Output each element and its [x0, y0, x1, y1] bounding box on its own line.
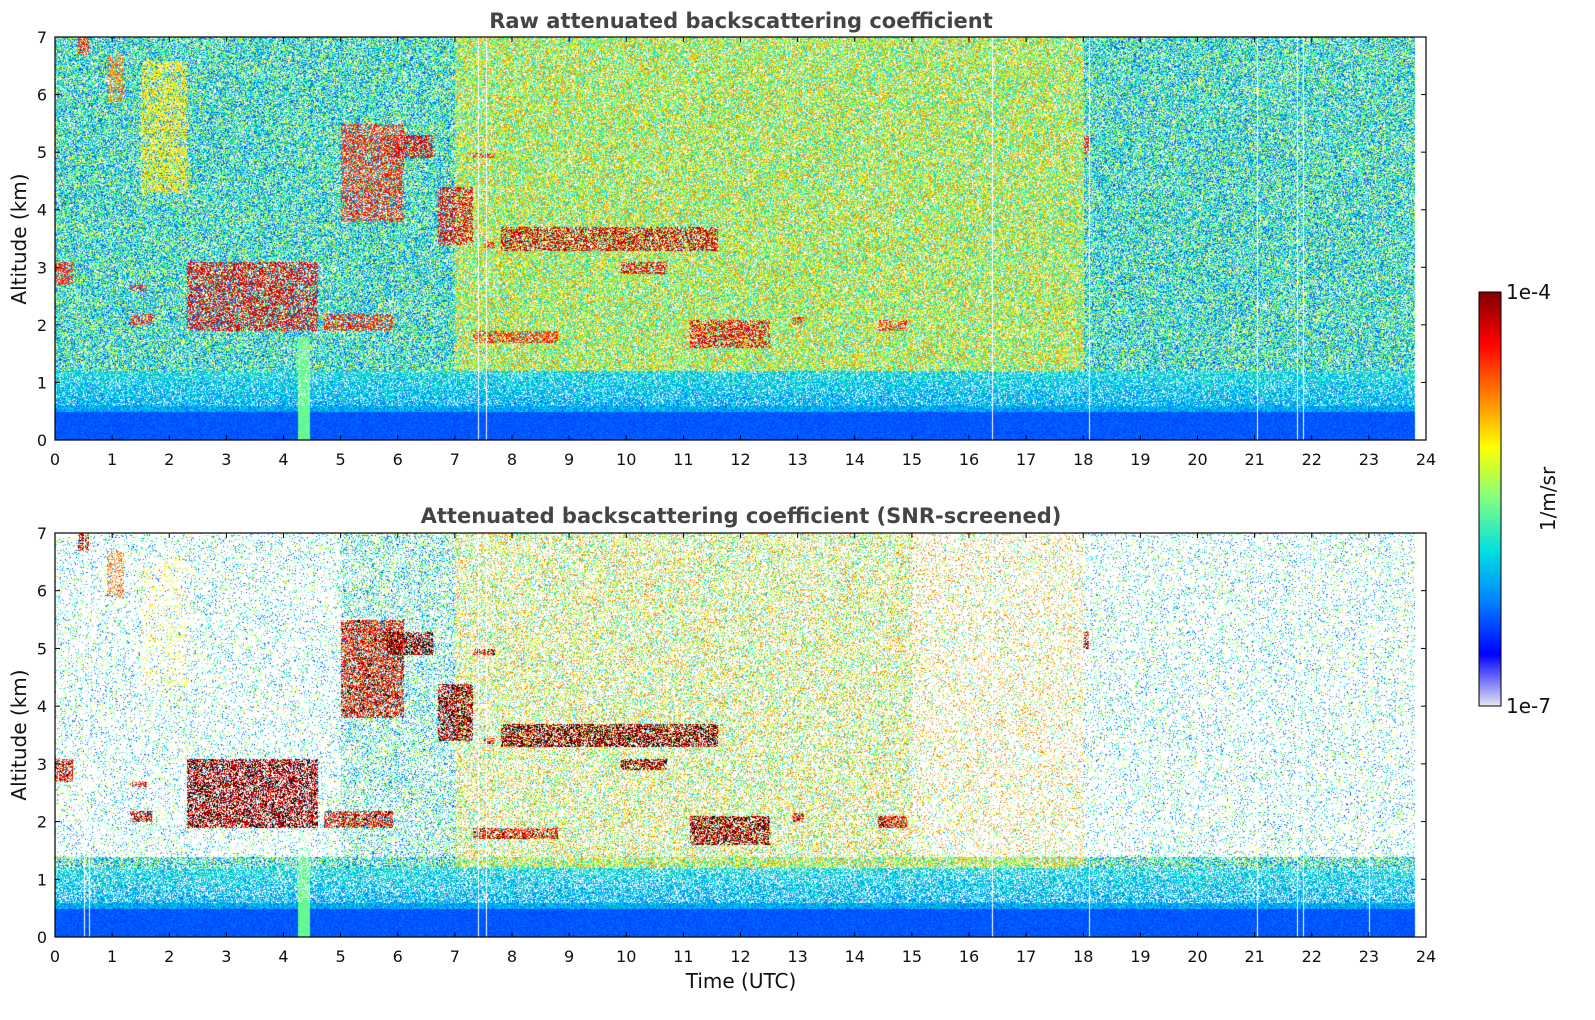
- x-tick-label: 3: [221, 450, 231, 469]
- top-axes: 0 1 2 3 4 5 6 7 8 9 10 11 12 13 14 15 16 17 18 19 20 21 22 23 24…: [37, 28, 1436, 469]
- y-tick-label: 1: [37, 870, 47, 889]
- y-tick-label: 5: [37, 639, 47, 658]
- x-tick-label: 20: [1187, 947, 1207, 966]
- x-tick-label: 18: [1073, 947, 1093, 966]
- x-tick-label: 6: [393, 450, 403, 469]
- x-tick-label: 10: [616, 450, 636, 469]
- x-tick-label: 5: [336, 450, 346, 469]
- x-tick-label: 0: [50, 947, 60, 966]
- bottom-panel-title: Attenuated backscattering coefficient (S…: [421, 504, 1062, 528]
- x-tick-label: 22: [1302, 947, 1322, 966]
- colorbar-bottom-label: 1e-7: [1506, 694, 1551, 718]
- y-tick-label: 5: [37, 143, 47, 162]
- bottom-heatmap: [55, 533, 1426, 937]
- x-tick-label: 2: [164, 450, 174, 469]
- x-tick-label: 16: [959, 450, 979, 469]
- colorbar-top-label: 1e-4: [1506, 280, 1551, 304]
- x-tick-label: 20: [1187, 450, 1207, 469]
- x-tick-label: 17: [1016, 947, 1036, 966]
- x-tick-label: 8: [507, 450, 517, 469]
- y-tick-label: 1: [37, 373, 47, 392]
- x-tick-label: 0: [50, 450, 60, 469]
- x-tick-label: 9: [564, 947, 574, 966]
- colorbar-gradient: [1478, 291, 1502, 707]
- y-tick-label: 4: [37, 697, 47, 716]
- x-tick-label: 23: [1359, 947, 1379, 966]
- x-tick-label: 13: [787, 947, 807, 966]
- x-tick-label: 18: [1073, 450, 1093, 469]
- x-tick-label: 4: [278, 947, 288, 966]
- x-tick-label: 2: [164, 947, 174, 966]
- y-tick-label: 2: [37, 316, 47, 335]
- x-tick-label: 19: [1130, 450, 1150, 469]
- x-tick-label: 6: [393, 947, 403, 966]
- x-tick-label: 9: [564, 450, 574, 469]
- x-tick-label: 1: [107, 450, 117, 469]
- x-tick-label: 16: [959, 947, 979, 966]
- x-tick-label: 5: [336, 947, 346, 966]
- x-tick-label: 14: [845, 947, 865, 966]
- y-tick-label: 2: [37, 813, 47, 832]
- y-tick-label: 6: [37, 86, 47, 105]
- x-tick-label: 12: [730, 947, 750, 966]
- x-axis-label: Time (UTC): [685, 969, 797, 993]
- top-y-axis-label: Altitude (km): [7, 173, 31, 304]
- top-heatmap: [55, 37, 1426, 440]
- colorbar-unit-label: 1/m/sr: [1536, 466, 1560, 531]
- y-tick-label: 7: [37, 28, 47, 47]
- x-tick-label: 7: [450, 450, 460, 469]
- x-tick-label: 17: [1016, 450, 1036, 469]
- x-tick-label: 7: [450, 947, 460, 966]
- top-panel: 0 1 2 3 4 5 6 7 8 9 10 11 12 13 14 15 16 17 18 19 20 21 22 23 24…: [7, 28, 1436, 469]
- bottom-y-axis-label: Altitude (km): [7, 669, 31, 800]
- x-tick-label: 21: [1244, 450, 1264, 469]
- bottom-panel: 0 1 2 3 4 5 6 7 8 9 10 11 12 13 14 15 16 17 18 19 20 21 22 23 24…: [7, 524, 1436, 993]
- x-tick-label: 8: [507, 947, 517, 966]
- bottom-axes: 0 1 2 3 4 5 6 7 8 9 10 11 12 13 14 15 16 17 18 19 20 21 22 23 24…: [37, 524, 1436, 966]
- x-tick-label: 21: [1244, 947, 1264, 966]
- x-tick-label: 10: [616, 947, 636, 966]
- y-tick-label: 6: [37, 582, 47, 601]
- y-tick-label: 0: [37, 431, 47, 450]
- top-panel-title: Raw attenuated backscattering coefficien…: [489, 9, 993, 33]
- x-tick-label: 24: [1416, 450, 1436, 469]
- x-tick-label: 11: [673, 947, 693, 966]
- x-tick-label: 15: [902, 947, 922, 966]
- y-tick-label: 0: [37, 928, 47, 947]
- x-tick-label: 1: [107, 947, 117, 966]
- x-tick-label: 23: [1359, 450, 1379, 469]
- x-tick-label: 13: [787, 450, 807, 469]
- x-tick-label: 19: [1130, 947, 1150, 966]
- x-tick-label: 15: [902, 450, 922, 469]
- x-tick-label: 14: [845, 450, 865, 469]
- x-tick-label: 11: [673, 450, 693, 469]
- y-tick-label: 4: [37, 201, 47, 220]
- colorbar: 1e-4 1e-7 1/m/sr: [1478, 280, 1560, 718]
- x-tick-label: 12: [730, 450, 750, 469]
- y-tick-label: 3: [37, 755, 47, 774]
- x-tick-label: 4: [278, 450, 288, 469]
- x-tick-label: 3: [221, 947, 231, 966]
- x-tick-label: 24: [1416, 947, 1436, 966]
- y-tick-label: 3: [37, 258, 47, 277]
- y-tick-label: 7: [37, 524, 47, 543]
- x-tick-label: 22: [1302, 450, 1322, 469]
